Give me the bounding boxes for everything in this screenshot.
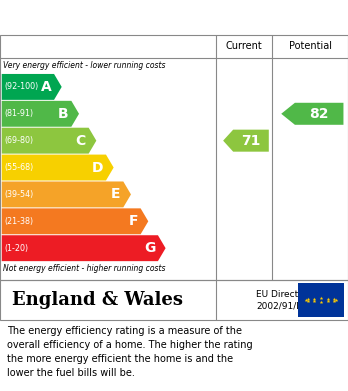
Text: Potential: Potential <box>288 41 332 51</box>
Polygon shape <box>2 235 166 261</box>
Text: (21-38): (21-38) <box>4 217 33 226</box>
Text: Energy Efficiency Rating: Energy Efficiency Rating <box>14 10 224 25</box>
Polygon shape <box>281 103 343 125</box>
Text: (1-20): (1-20) <box>4 244 28 253</box>
Text: Not energy efficient - higher running costs: Not energy efficient - higher running co… <box>3 264 166 273</box>
Polygon shape <box>2 128 96 154</box>
Text: F: F <box>128 214 138 228</box>
Text: (55-68): (55-68) <box>4 163 33 172</box>
Text: C: C <box>76 134 86 148</box>
Text: G: G <box>144 241 155 255</box>
Text: Current: Current <box>226 41 263 51</box>
Text: E: E <box>111 187 120 201</box>
Polygon shape <box>2 208 148 234</box>
Text: 71: 71 <box>241 134 261 148</box>
Polygon shape <box>223 130 269 152</box>
Text: 82: 82 <box>309 107 329 121</box>
Text: England & Wales: England & Wales <box>12 291 183 309</box>
Bar <box>298 283 344 317</box>
Polygon shape <box>2 181 131 207</box>
Text: (81-91): (81-91) <box>4 109 33 118</box>
Text: (92-100): (92-100) <box>4 83 38 91</box>
Polygon shape <box>2 101 79 127</box>
Text: EU Directive
2002/91/EC: EU Directive 2002/91/EC <box>256 290 312 310</box>
Text: B: B <box>58 107 69 121</box>
Text: Very energy efficient - lower running costs: Very energy efficient - lower running co… <box>3 61 166 70</box>
Text: (69-80): (69-80) <box>4 136 33 145</box>
Polygon shape <box>2 74 62 100</box>
Text: (39-54): (39-54) <box>4 190 33 199</box>
Text: The energy efficiency rating is a measure of the
overall efficiency of a home. T: The energy efficiency rating is a measur… <box>7 326 253 378</box>
Text: D: D <box>92 161 103 174</box>
Text: A: A <box>40 80 51 94</box>
Polygon shape <box>2 154 114 181</box>
